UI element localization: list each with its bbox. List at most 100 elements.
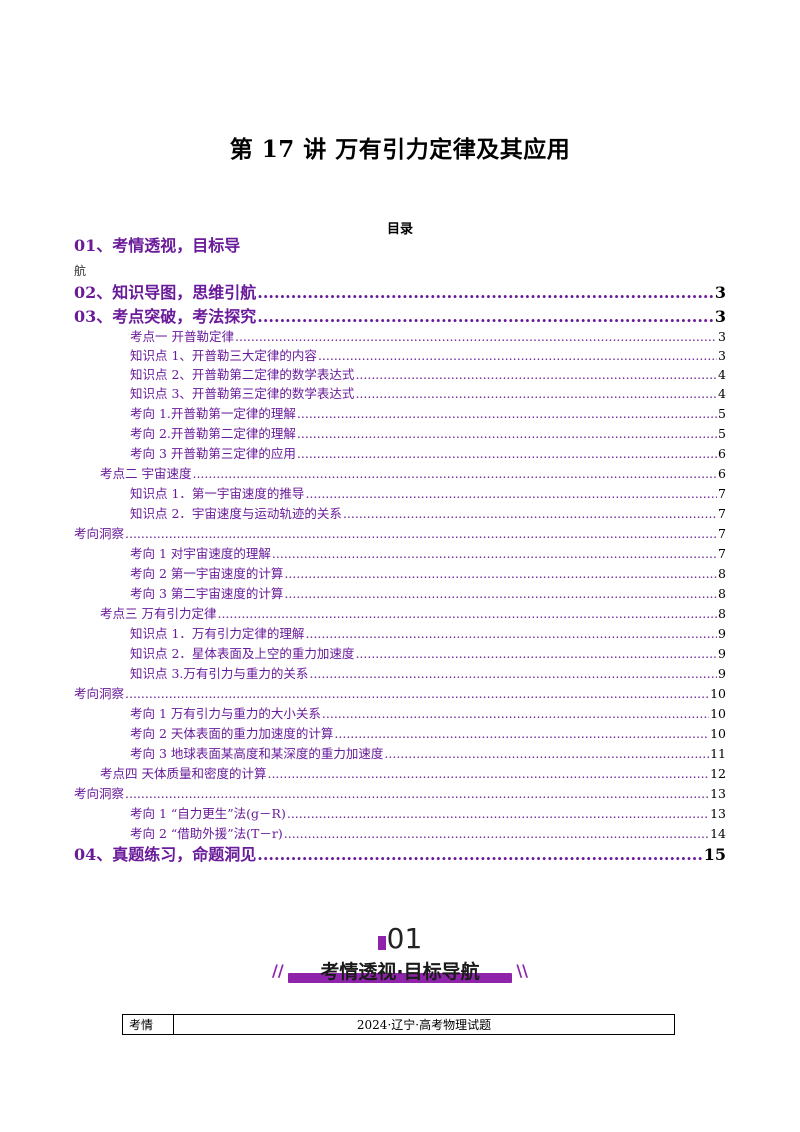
toc-leader-dots <box>235 331 717 344</box>
toc-leader-dots <box>309 668 717 681</box>
toc-entry-label: 知识点 1、开普勒三大定律的内容 <box>130 348 317 363</box>
toc-leader-dots <box>284 828 709 841</box>
toc-entry-label: 考点一 开普勒定律 <box>130 329 234 344</box>
toc-entry[interactable]: 考向洞察 7 <box>74 526 726 541</box>
toc-leader-dots <box>125 788 709 801</box>
toc-page-number: 9 <box>718 626 726 641</box>
toc-leader-dots <box>322 708 709 721</box>
toc-entry[interactable]: 知识点 2、开普勒第二定律的数学表达式 4 <box>130 367 726 382</box>
toc-page-number: 6 <box>718 466 726 481</box>
toc-entry[interactable]: 考向 1 万有引力与重力的大小关系 10 <box>130 707 726 721</box>
toc-entry[interactable]: 考向 2 第一宇宙速度的计算 8 <box>130 566 726 581</box>
toc-entry[interactable]: 考向洞察 10 <box>74 686 726 701</box>
toc-page-number: 5 <box>718 406 726 421</box>
toc-entry[interactable]: 03、考点突破，考法探究 3 <box>74 309 726 325</box>
toc-entry-label: 知识点 2、开普勒第二定律的数学表达式 <box>130 367 355 382</box>
toc-page-number: 8 <box>718 586 726 601</box>
toc-entry-label: 考向 3 开普勒第三定律的应用 <box>130 446 296 461</box>
toc-entry-label: 03、考点突破，考法探究 <box>74 307 257 326</box>
table-cell-value: 2024·辽宁·高考物理试题 <box>173 1014 675 1035</box>
toc-entry[interactable]: 知识点 1．第一宇宙速度的推导 7 <box>130 486 726 501</box>
document-title: 第 17 讲 万有引力定律及其应用 <box>229 136 571 163</box>
toc-entry-wrap-text: 航 <box>74 264 87 278</box>
banner-left-slash-icon: // <box>272 961 284 980</box>
toc-entry[interactable]: 04、真题练习，命题洞见 15 <box>74 847 726 863</box>
toc-entry-label: 考向 3 地球表面某高度和某深度的重力加速度 <box>130 746 384 761</box>
toc-entry-label: 考向 1 对宇宙速度的理解 <box>130 546 271 561</box>
toc-leader-dots <box>287 808 709 821</box>
toc-entry-label: 01、考情透视，目标导 <box>74 236 241 255</box>
toc-entry[interactable]: 知识点 2．宇宙速度与运动轨迹的关系 7 <box>130 507 726 521</box>
toc-leader-dots <box>257 285 714 301</box>
section-number: 01 <box>0 922 800 955</box>
toc-entry[interactable]: 知识点 2．星体表面及上空的重力加速度 9 <box>130 646 726 661</box>
toc-entry-label: 考点二 宇宙速度 <box>100 466 192 481</box>
toc-leader-dots <box>272 548 717 561</box>
toc-entry[interactable]: 考向 2 天体表面的重力加速度的计算 10 <box>130 726 726 741</box>
toc-entry-label: 考向 1 “自力更生”法(g－R) <box>130 806 286 821</box>
toc-entry-label: 考向 2 “借助外援”法(T－r) <box>130 826 283 841</box>
banner-highlight-bar <box>288 973 512 983</box>
toc-leader-dots <box>257 847 702 863</box>
toc-leader-dots <box>217 608 717 621</box>
toc-entry-label: 04、真题练习，命题洞见 <box>74 845 257 864</box>
toc-entry-label: 考点四 天体质量和密度的计算 <box>100 766 267 781</box>
banner-right-slash-icon: \\ <box>516 961 528 980</box>
toc-entry[interactable]: 知识点 1．万有引力定律的理解 9 <box>130 626 726 641</box>
toc-entry[interactable]: 考向 3 第二宇宙速度的计算 8 <box>130 586 726 601</box>
toc-entry-label: 考向 1.开普勒第一定律的理解 <box>130 406 296 421</box>
toc-page-number: 14 <box>710 826 726 841</box>
toc-page-number: 13 <box>710 806 726 821</box>
toc-entry[interactable]: 知识点 1、开普勒三大定律的内容 3 <box>130 348 726 363</box>
toc-entry-label: 考点三 万有引力定律 <box>100 606 217 621</box>
toc-page-number: 8 <box>718 566 726 581</box>
toc-entry[interactable]: 考向 1 “自力更生”法(g－R) 13 <box>130 806 726 821</box>
toc-page-number: 13 <box>710 786 726 801</box>
toc-leader-dots <box>284 568 717 581</box>
info-table: 考情 2024·辽宁·高考物理试题 <box>122 1014 675 1035</box>
table-cell-key: 考情 <box>122 1014 174 1035</box>
toc-entry[interactable]: 02、知识导图，思维引航 3 <box>74 285 726 301</box>
toc-entry-label: 考向洞察 <box>74 686 125 701</box>
toc-entry-label: 考向 2 天体表面的重力加速度的计算 <box>130 726 334 741</box>
toc-page-number: 9 <box>718 646 726 661</box>
toc-leader-dots <box>355 388 717 401</box>
toc-entry[interactable]: 知识点 3、开普勒第三定律的数学表达式 4 <box>130 386 726 401</box>
toc-entry[interactable]: 考向 3 地球表面某高度和某深度的重力加速度 11 <box>130 746 726 761</box>
toc-entry[interactable]: 考向洞察 13 <box>74 786 726 801</box>
toc-page-number: 9 <box>718 666 726 681</box>
toc-entry[interactable]: 考点二 宇宙速度 6 <box>100 466 726 481</box>
toc-entry[interactable]: 考向 1.开普勒第一定律的理解 5 <box>130 406 726 421</box>
toc-page-number: 6 <box>718 446 726 461</box>
toc-leader-dots <box>305 488 717 501</box>
toc-entry[interactable]: 知识点 3.万有引力与重力的关系 9 <box>130 666 726 681</box>
toc-entry[interactable]: 考点一 开普勒定律 3 <box>130 329 726 344</box>
toc-heading: 目录 <box>386 222 413 237</box>
section-number-text: 01 <box>386 922 423 955</box>
toc-page-number: 4 <box>718 386 726 401</box>
toc-leader-dots <box>267 768 709 781</box>
toc-page-number: 3 <box>714 307 726 326</box>
toc-page-number: 15 <box>703 845 726 864</box>
toc-leader-dots <box>297 428 717 441</box>
toc-page-number: 5 <box>718 426 726 441</box>
toc-page-number: 8 <box>718 606 726 621</box>
toc-entry[interactable]: 考向 3 开普勒第三定律的应用 6 <box>130 446 726 461</box>
toc-entry[interactable]: 考点三 万有引力定律 8 <box>100 606 726 621</box>
toc-page-number: 4 <box>718 367 726 382</box>
toc-entry-label: 考向洞察 <box>74 526 125 541</box>
toc-entry-label: 知识点 3.万有引力与重力的关系 <box>130 666 309 681</box>
toc-leader-dots <box>125 528 717 541</box>
toc-entry-label: 知识点 1．第一宇宙速度的推导 <box>130 486 305 501</box>
toc-leader-dots <box>125 688 709 701</box>
toc-entry[interactable]: 考向 2.开普勒第二定律的理解 5 <box>130 426 726 441</box>
toc-page-number: 3 <box>714 283 726 302</box>
toc-entry[interactable]: 考点四 天体质量和密度的计算 12 <box>100 766 726 781</box>
toc-entry[interactable]: 考向 2 “借助外援”法(T－r) 14 <box>130 826 726 841</box>
toc-entry-01[interactable]: 01、考情透视，目标导 <box>74 238 240 254</box>
toc-leader-dots <box>355 648 717 661</box>
toc-leader-dots <box>297 408 717 421</box>
toc-leader-dots <box>318 350 717 363</box>
toc-entry[interactable]: 考向 1 对宇宙速度的理解 7 <box>130 546 726 561</box>
section-title: 考情透视·目标导航 <box>320 961 480 983</box>
